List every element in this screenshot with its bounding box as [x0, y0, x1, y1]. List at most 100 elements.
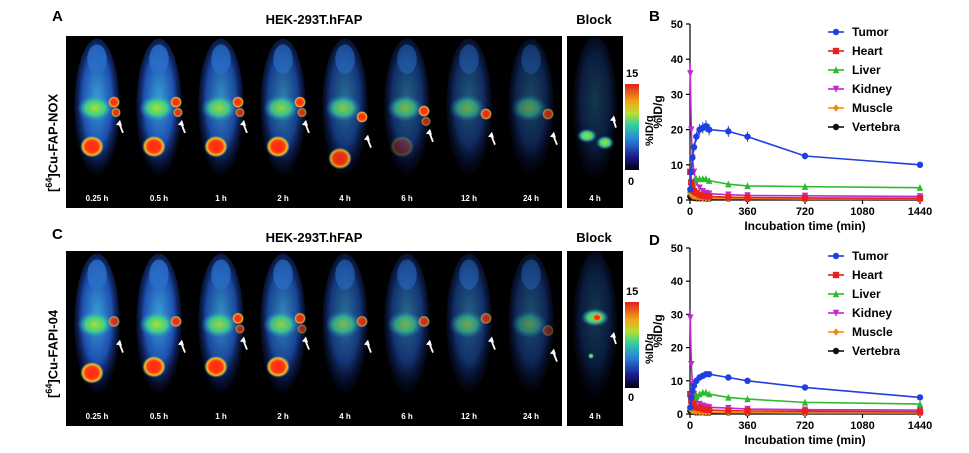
legend-item: Kidney — [828, 82, 892, 96]
data-point — [696, 184, 703, 192]
panel-letter-a: A — [52, 8, 63, 25]
chart-legend: Tumor Heart Liver Kidney Muscle Vertebra — [828, 25, 900, 134]
panel-letter-b: B — [649, 8, 660, 25]
data-point — [705, 176, 713, 184]
y-tick-label: 40 — [671, 276, 683, 288]
data-point — [705, 193, 713, 200]
legend-label: Liver — [852, 287, 881, 301]
data-point — [744, 182, 751, 190]
frame-time-label: 1 h — [215, 194, 227, 203]
top-pet-image-strip: 0.25 h 0.5 h 1 h 2 h 4 h 6 h 12 h 24 h — [66, 36, 562, 208]
frame-time-label: 24 h — [523, 412, 539, 421]
data-point — [832, 47, 840, 55]
pet-frame: 0.25 h — [74, 253, 124, 421]
block-time-label: 4 h — [589, 194, 601, 203]
data-point — [832, 123, 840, 131]
x-axis-label: Incubation time (min) — [744, 433, 865, 447]
data-point — [916, 195, 924, 202]
pet-frame: 1 h — [198, 253, 248, 421]
frame-time-label: 12 h — [461, 194, 477, 203]
top-colorbar-min: 0 — [628, 176, 635, 188]
y-tick-label: 50 — [671, 244, 683, 255]
frame-time-label: 24 h — [523, 194, 539, 203]
legend-item: Tumor — [828, 249, 889, 263]
pet-frame: 2 h — [260, 38, 310, 203]
data-point — [832, 309, 840, 317]
legend-label: Kidney — [852, 306, 892, 320]
frame-time-label: 0.25 h — [86, 412, 109, 421]
data-point — [744, 194, 751, 201]
data-point — [832, 252, 840, 260]
data-point — [832, 290, 840, 298]
top-strip-title: HEK-293T.hFAP — [265, 12, 363, 27]
legend-label: Vertebra — [852, 120, 900, 134]
data-point — [687, 390, 694, 398]
x-tick-label: 720 — [796, 206, 814, 218]
top-block-title: Block — [576, 12, 612, 27]
data-point — [744, 395, 751, 403]
data-point — [832, 104, 840, 112]
y-tick-label: 0 — [677, 409, 683, 421]
legend-item: Liver — [828, 63, 881, 77]
y-tick-label: 0 — [677, 195, 683, 207]
data-point — [725, 374, 732, 381]
data-point — [916, 408, 924, 415]
block-frame: 4 h — [573, 251, 617, 421]
y-tick-label: 20 — [671, 343, 683, 355]
pet-frame: 24 h — [508, 38, 558, 203]
data-point — [725, 393, 732, 401]
data-point — [744, 133, 751, 140]
block-time-label: 4 h — [589, 412, 601, 421]
frame-time-label: 6 h — [401, 194, 413, 203]
series-tumor — [687, 370, 924, 411]
y-tick-label: 10 — [671, 376, 683, 388]
chart-legend: Tumor Heart Liver Kidney Muscle Vertebra — [828, 249, 900, 358]
pet-frame: 6 h — [384, 253, 434, 421]
chart-b-biodistribution: 0 10 20 30 40 50 0 360 720 1080 1440 Incubation tim… — [651, 20, 932, 233]
data-point — [705, 370, 713, 378]
chart-axes: 0 10 20 30 40 50 0 360 720 1080 1440 — [671, 20, 932, 218]
pet-frame: 0.25 h — [74, 38, 124, 203]
data-point — [688, 126, 695, 134]
legend-label: Muscle — [852, 325, 893, 339]
legend-item: Muscle — [828, 101, 893, 115]
y-tick-label: 30 — [671, 89, 683, 101]
legend-item: Heart — [828, 268, 883, 282]
series-heart — [687, 390, 924, 415]
bottom-tracer-label: [64]Cu-FAPI-04 — [44, 309, 61, 398]
data-point — [916, 183, 924, 191]
y-tick-label: 50 — [671, 20, 683, 31]
data-point — [801, 152, 809, 160]
data-point — [744, 377, 751, 384]
panel-letter-c: C — [52, 226, 63, 243]
data-point — [687, 404, 694, 411]
legend-item: Muscle — [828, 325, 893, 339]
legend-item: Tumor — [828, 25, 889, 39]
data-point — [801, 398, 809, 406]
data-point — [725, 180, 732, 188]
x-tick-label: 360 — [738, 420, 756, 432]
bottom-block-pet-image: 4 h — [567, 251, 623, 426]
bottom-block-title: Block — [576, 230, 612, 245]
frame-time-label: 2 h — [277, 412, 289, 421]
data-point — [688, 361, 695, 368]
y-tick-label: 10 — [671, 160, 683, 172]
pet-frame: 12 h — [446, 38, 496, 203]
data-point — [801, 384, 809, 391]
pet-frame: 6 h — [384, 38, 434, 203]
data-point — [916, 400, 924, 408]
frame-time-label: 0.5 h — [150, 194, 168, 203]
pet-frame: 4 h — [322, 253, 372, 421]
x-axis-label: Incubation time (min) — [744, 219, 865, 233]
frame-time-label: 4 h — [339, 412, 351, 421]
data-point — [688, 168, 695, 176]
x-tick-label: 720 — [796, 420, 814, 432]
y-tick-label: 30 — [671, 309, 683, 321]
data-point — [744, 407, 751, 415]
data-point — [832, 328, 840, 336]
x-tick-label: 1440 — [908, 206, 932, 218]
y-axis-label: %ID/g — [651, 314, 665, 347]
data-point — [832, 271, 840, 279]
bottom-colorbar-min: 0 — [628, 392, 635, 404]
data-point — [702, 175, 710, 183]
